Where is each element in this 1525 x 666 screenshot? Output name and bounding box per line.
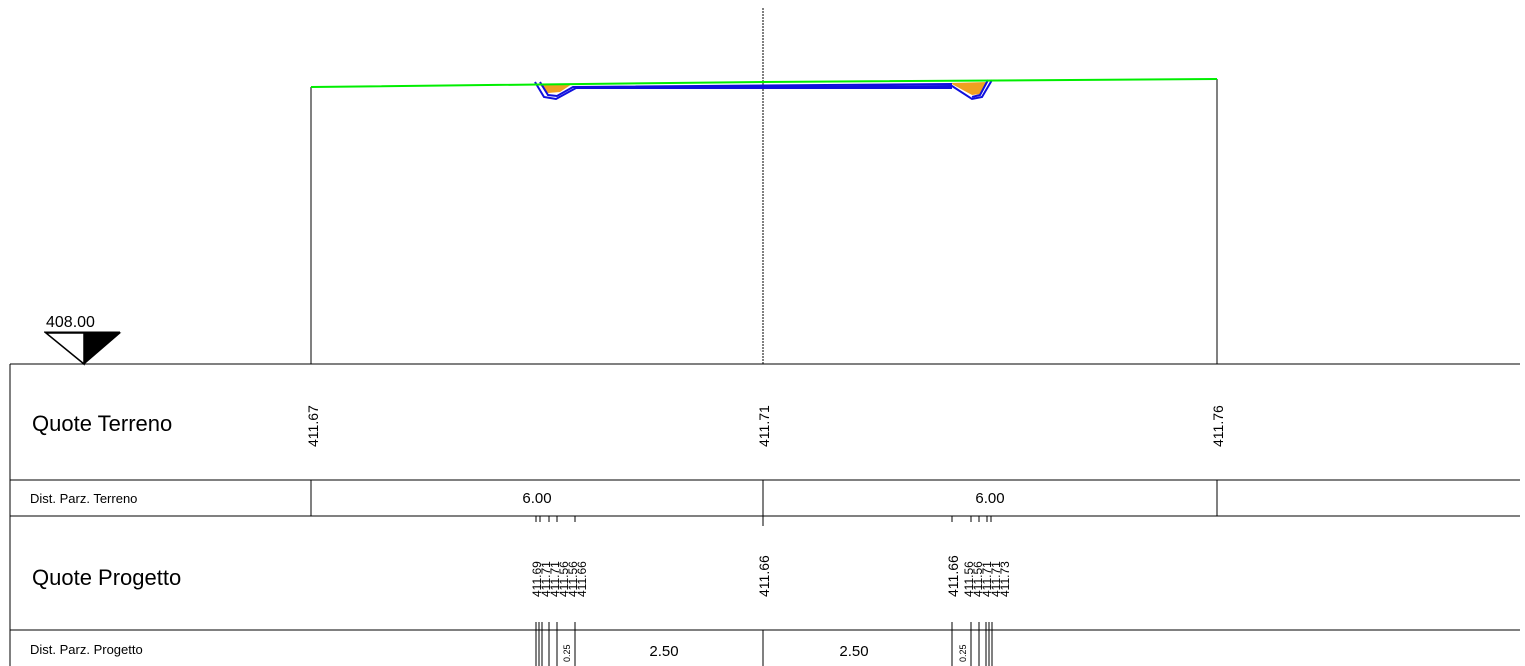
project-distance-2: 2.50 xyxy=(839,643,868,660)
project-elevation-right-2: 411.56 xyxy=(962,561,976,597)
datum-label: 408.00 xyxy=(46,314,95,331)
project-elevation-right-6: 411.73 xyxy=(998,561,1012,597)
project-distance-small-right: 0.25 xyxy=(958,644,968,662)
terrain-elevation-2: 411.71 xyxy=(756,405,772,447)
row-label-quote-progetto: Quote Progetto xyxy=(32,565,181,590)
project-distance-1: 2.50 xyxy=(649,643,678,660)
project-elevation-left-3: 411.71 xyxy=(548,561,562,597)
project-elevation-center: 411.66 xyxy=(756,555,772,597)
terrain-line xyxy=(310,78,1218,88)
project-section xyxy=(534,79,993,101)
project-elevation-left-6: 411.66 xyxy=(575,561,589,597)
project-elevation-right-1: 411.66 xyxy=(945,555,961,597)
datum-triangle-black xyxy=(83,332,122,366)
terrain-elevation-1: 411.67 xyxy=(305,405,321,447)
project-elevation-right-3: 411.56 xyxy=(971,561,985,597)
project-elevations-left: 411.69 411.71 411.71 411.56 411.56 411.6… xyxy=(530,561,589,597)
terrain-elevation-3: 411.76 xyxy=(1210,405,1226,447)
project-elevation-left-1: 411.69 xyxy=(530,561,544,597)
project-elevation-left-2: 411.71 xyxy=(539,561,553,597)
row-label-quote-terreno: Quote Terreno xyxy=(32,411,172,436)
project-elevation-right-5: 411.71 xyxy=(989,561,1003,597)
table-grid xyxy=(9,363,1520,666)
project-elevations-right: 411.66 411.56 411.56 411.71 411.71 411.7… xyxy=(945,555,1012,597)
row-label-dist-parz-terreno: Dist. Parz. Terreno xyxy=(30,491,137,506)
fill-area-left xyxy=(540,84,572,93)
project-elevation-right-4: 411.71 xyxy=(980,561,994,597)
row-label-dist-parz-progetto: Dist. Parz. Progetto xyxy=(30,642,143,657)
project-elevation-left-4: 411.56 xyxy=(557,561,571,597)
project-elevation-left-5: 411.56 xyxy=(566,561,580,597)
project-distance-small-left: 0.25 xyxy=(562,644,572,662)
terrain-distance-1: 6.00 xyxy=(522,490,551,507)
terrain-distance-2: 6.00 xyxy=(975,490,1004,507)
datum-triangle-white xyxy=(43,332,85,366)
datum-marker: 408.00 xyxy=(43,314,122,366)
fill-area-right xyxy=(950,82,988,95)
